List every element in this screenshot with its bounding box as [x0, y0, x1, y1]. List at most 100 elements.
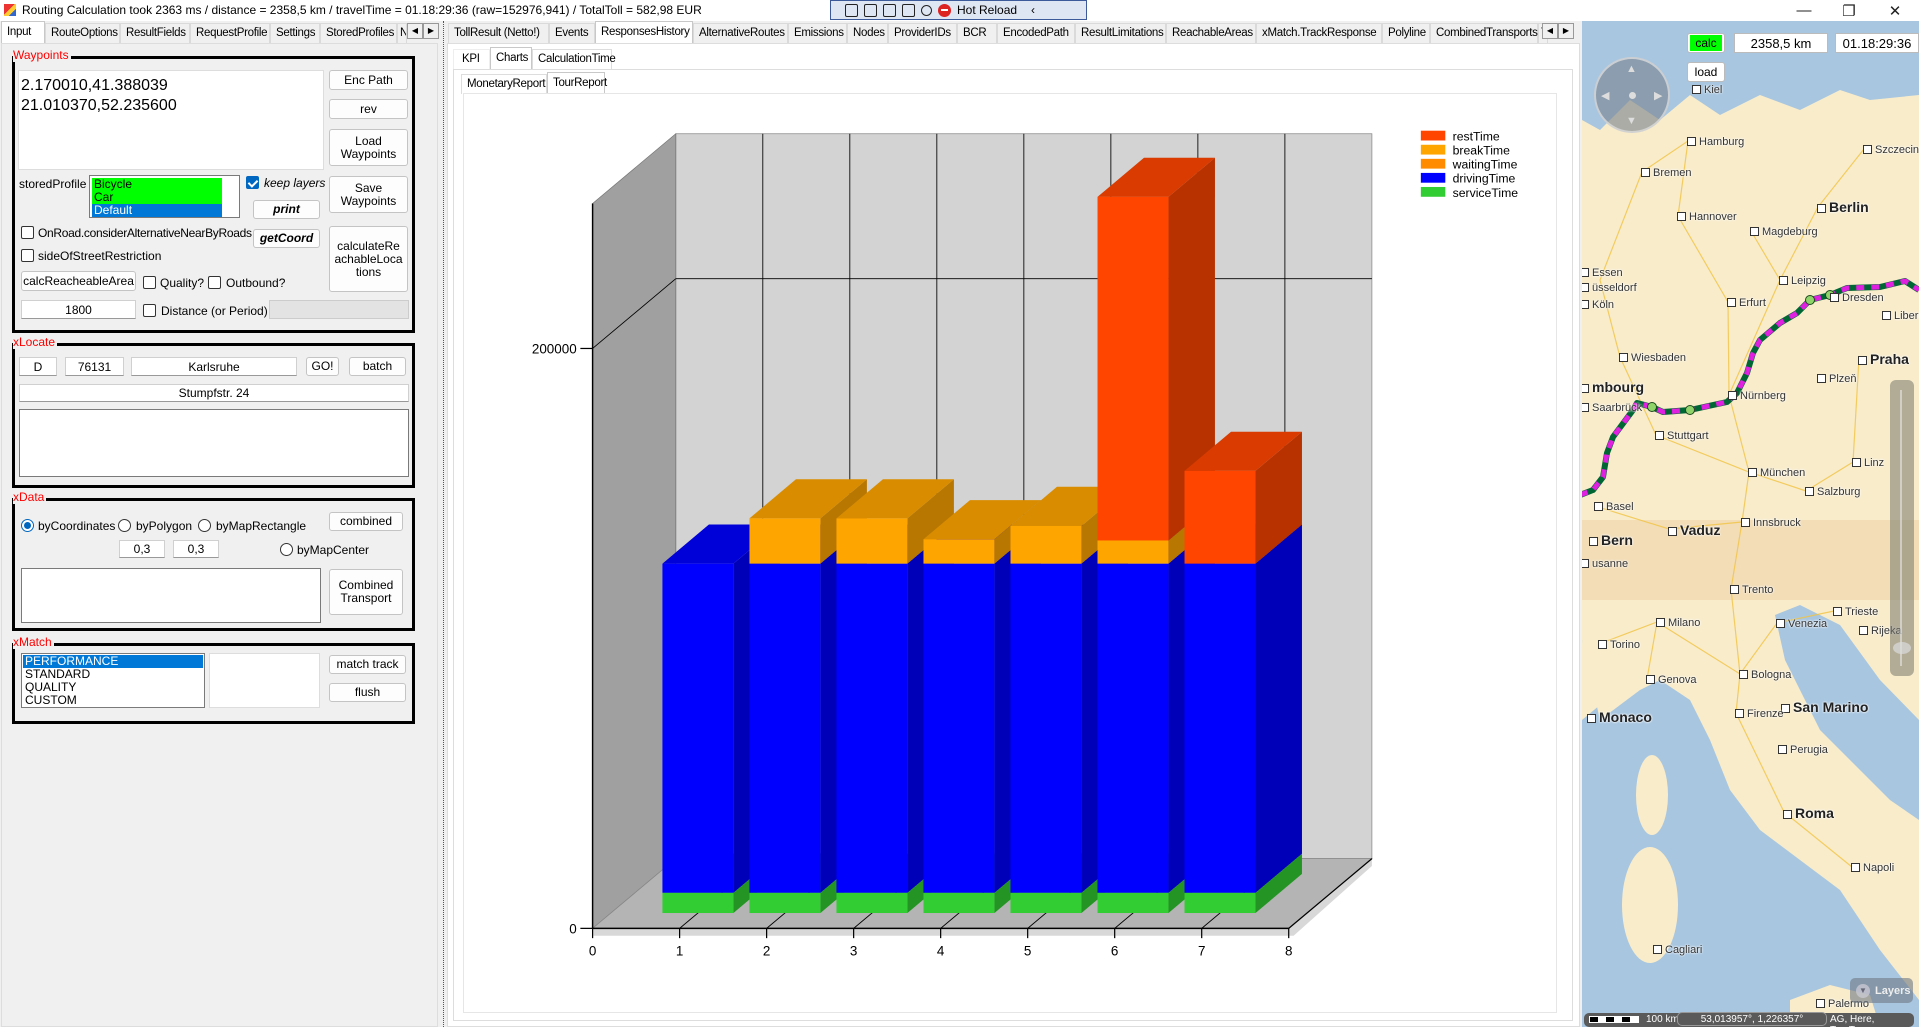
layout-icon[interactable] [883, 3, 896, 17]
combined-button[interactable]: combined [329, 512, 403, 531]
waypoints-textarea[interactable]: 2.170010,41.388039 21.010370,52.235600 [18, 70, 324, 170]
street-input[interactable]: Stumpfstr. 24 [19, 384, 409, 402]
load-waypoints-button[interactable]: Load Waypoints [329, 129, 408, 166]
enc-path-button[interactable]: Enc Path [329, 70, 408, 90]
tab-alternativeroutes[interactable]: AlternativeRoutes [693, 23, 788, 43]
stored-profile-list[interactable]: Bicycle Car Default [89, 175, 240, 218]
tab-stored-profiles[interactable]: StoredProfiles [320, 23, 397, 43]
tab-providerids[interactable]: ProviderIDs [888, 23, 957, 43]
tab-encodedpath[interactable]: EncodedPath [997, 23, 1075, 43]
zoom-slider[interactable] [1890, 380, 1914, 676]
postcode-input[interactable]: 76131 [65, 357, 124, 376]
panel-splitter[interactable] [443, 21, 444, 1027]
tab-input[interactable]: Input [1, 21, 45, 43]
xdata-value1-input[interactable]: 0,3 [119, 540, 165, 558]
pan-up-icon[interactable]: ▲ [1626, 63, 1637, 75]
combined-transport-button[interactable]: Combined Transport [329, 569, 403, 615]
scroll-left-button[interactable]: ◀ [407, 23, 423, 39]
waypoint-marker[interactable] [1805, 295, 1815, 305]
profile-item-default[interactable]: Default [92, 204, 222, 217]
xdata-textarea[interactable] [21, 568, 321, 623]
save-waypoints-button[interactable]: Save Waypoints [329, 176, 408, 213]
tab-result-fields[interactable]: ResultFields [120, 23, 190, 43]
pan-control[interactable]: ▲ ▼ ◀ ▶ [1594, 57, 1670, 133]
xdata-value2-input[interactable]: 0,3 [173, 540, 219, 558]
calc-button[interactable]: calc [1687, 33, 1725, 53]
distance-checkbox[interactable] [143, 304, 156, 317]
calculate-reachable-locations-button[interactable]: calculateReachableLocations [329, 226, 408, 292]
mode-item-custom[interactable]: CUSTOM [25, 693, 77, 707]
tab-combinedtransports[interactable]: CombinedTransports [1430, 23, 1538, 43]
outbound-checkbox[interactable] [208, 276, 221, 289]
get-coord-button[interactable]: getCoord [253, 229, 320, 248]
tab-tollresult-netto[interactable]: TollResult (Netto!) [448, 23, 549, 43]
load-button[interactable]: load [1687, 62, 1725, 82]
country-input[interactable]: D [19, 357, 57, 376]
go-button[interactable]: GO! [306, 357, 339, 376]
by-map-rectangle-radio[interactable] [198, 519, 211, 532]
tab-kpi[interactable]: KPI [453, 49, 490, 69]
xlocate-results-textarea[interactable] [19, 409, 409, 477]
tab-monetary-report[interactable]: MonetaryReport [461, 74, 547, 94]
tab-polyline[interactable]: Polyline [1382, 23, 1430, 43]
calc-reachable-area-button[interactable]: calcReacheableArea [21, 271, 136, 291]
by-coordinates-radio[interactable] [21, 519, 34, 532]
tab-bcr[interactable]: BCR [957, 23, 997, 43]
track-focus-icon[interactable] [902, 3, 915, 17]
scroll-right-button[interactable]: ▶ [423, 23, 439, 39]
waypoint-marker[interactable] [1685, 405, 1695, 415]
quality-checkbox[interactable] [143, 276, 156, 289]
pointer-icon[interactable] [864, 3, 877, 17]
by-map-center-radio[interactable] [280, 543, 293, 556]
profile-item-car[interactable]: Car [92, 191, 222, 204]
mode-item-quality[interactable]: QUALITY [25, 680, 77, 694]
scroll-right-button[interactable]: ▶ [1558, 23, 1574, 39]
pan-down-icon[interactable]: ▼ [1626, 115, 1637, 127]
tab-reachableareas[interactable]: ReachableAreas [1166, 23, 1256, 43]
pan-center-icon[interactable] [1629, 92, 1636, 99]
layers-button[interactable]: ▼ Layers [1850, 978, 1913, 1003]
keep-layers-checkbox[interactable] [246, 176, 259, 189]
pan-right-icon[interactable]: ▶ [1654, 90, 1663, 102]
hot-reload-button[interactable]: Hot Reload [957, 3, 1018, 17]
tab-route-options[interactable]: RouteOptions [45, 23, 120, 43]
refresh-icon[interactable] [921, 4, 932, 16]
mode-item-standard[interactable]: STANDARD [25, 667, 91, 681]
tab-settings[interactable]: Settings [270, 23, 320, 43]
select-element-icon[interactable] [845, 3, 858, 17]
tab-tour-report[interactable]: TourReport [547, 72, 607, 94]
by-polygon-radio[interactable] [118, 519, 131, 532]
rev-button[interactable]: rev [329, 99, 408, 119]
batch-button[interactable]: batch [349, 357, 406, 376]
tab-responseshistory[interactable]: ResponsesHistory [595, 21, 693, 43]
match-mode-list[interactable]: PERFORMANCE STANDARD QUALITY CUSTOM [21, 653, 205, 708]
city-input[interactable]: Karlsruhe [131, 357, 297, 376]
horizon-input[interactable]: 1800 [21, 300, 136, 319]
tab-events[interactable]: Events [549, 23, 595, 43]
flush-button[interactable]: flush [329, 683, 406, 702]
profile-item-bicycle[interactable]: Bicycle [92, 178, 222, 191]
xmatch-textbox[interactable] [209, 653, 320, 708]
match-track-button[interactable]: match track [329, 655, 406, 674]
close-button[interactable]: ✕ [1888, 3, 1902, 20]
map-view[interactable]: Kiel Hamburg Bremen Hannover Magdeburg Berlin… [1582, 21, 1919, 1027]
scroll-left-button[interactable]: ◀ [1542, 23, 1558, 39]
tab-xmatch-trackresponse[interactable]: xMatch.TrackResponse [1256, 23, 1382, 43]
tab-request-profile[interactable]: RequestProfile [190, 23, 270, 43]
tab-nodes[interactable]: Nodes [847, 23, 888, 43]
minimize-button[interactable]: — [1796, 2, 1812, 19]
print-button[interactable]: print [253, 200, 320, 219]
tab-resultlimitations[interactable]: ResultLimitations [1075, 23, 1166, 43]
restore-button[interactable]: ❐ [1842, 3, 1856, 20]
collapse-toolbar-icon[interactable]: ‹ [1031, 3, 1036, 17]
tab-more[interactable]: N [397, 23, 407, 43]
side-of-street-checkbox[interactable] [21, 249, 34, 262]
waypoint-marker[interactable] [1647, 402, 1657, 412]
pan-left-icon[interactable]: ◀ [1601, 90, 1610, 102]
tab-emissions[interactable]: Emissions [788, 23, 847, 43]
on-road-checkbox[interactable] [21, 226, 34, 239]
tab-calculation-time[interactable]: CalculationTime [532, 49, 616, 69]
tab-charts[interactable]: Charts [490, 47, 532, 69]
zoom-slider-thumb[interactable] [1893, 642, 1911, 654]
mode-item-performance[interactable]: PERFORMANCE [23, 655, 203, 668]
